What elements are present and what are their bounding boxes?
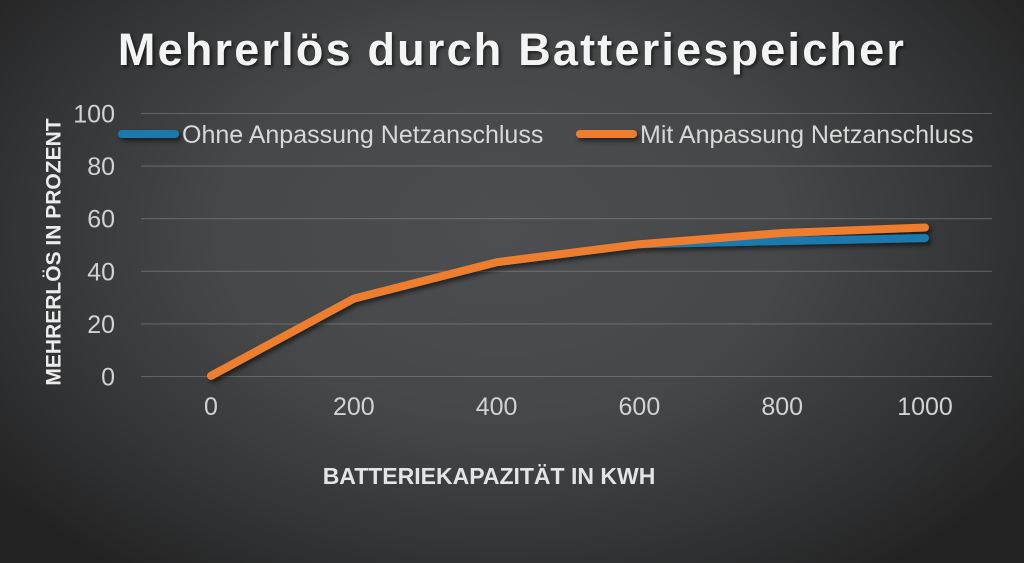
svg-text:MEHRERLÖS IN PROZENT: MEHRERLÖS IN PROZENT xyxy=(43,118,66,385)
svg-text:0: 0 xyxy=(101,364,115,392)
svg-text:80: 80 xyxy=(87,153,115,181)
svg-text:Mit Anpassung Netzanschluss: Mit Anpassung Netzanschluss xyxy=(640,121,974,149)
svg-text:Ohne Anpassung Netzanschluss: Ohne Anpassung Netzanschluss xyxy=(182,121,543,149)
svg-text:0: 0 xyxy=(204,393,218,421)
svg-text:400: 400 xyxy=(476,393,518,421)
svg-text:800: 800 xyxy=(761,393,803,421)
svg-text:40: 40 xyxy=(87,258,115,286)
svg-text:60: 60 xyxy=(87,206,115,234)
svg-text:1000: 1000 xyxy=(897,393,953,421)
svg-text:200: 200 xyxy=(333,393,375,421)
svg-text:BATTERIEKAPAZITÄT IN KWH: BATTERIEKAPAZITÄT IN KWH xyxy=(323,463,656,489)
svg-text:100: 100 xyxy=(73,101,115,129)
svg-text:20: 20 xyxy=(87,311,115,339)
svg-text:600: 600 xyxy=(619,393,661,421)
